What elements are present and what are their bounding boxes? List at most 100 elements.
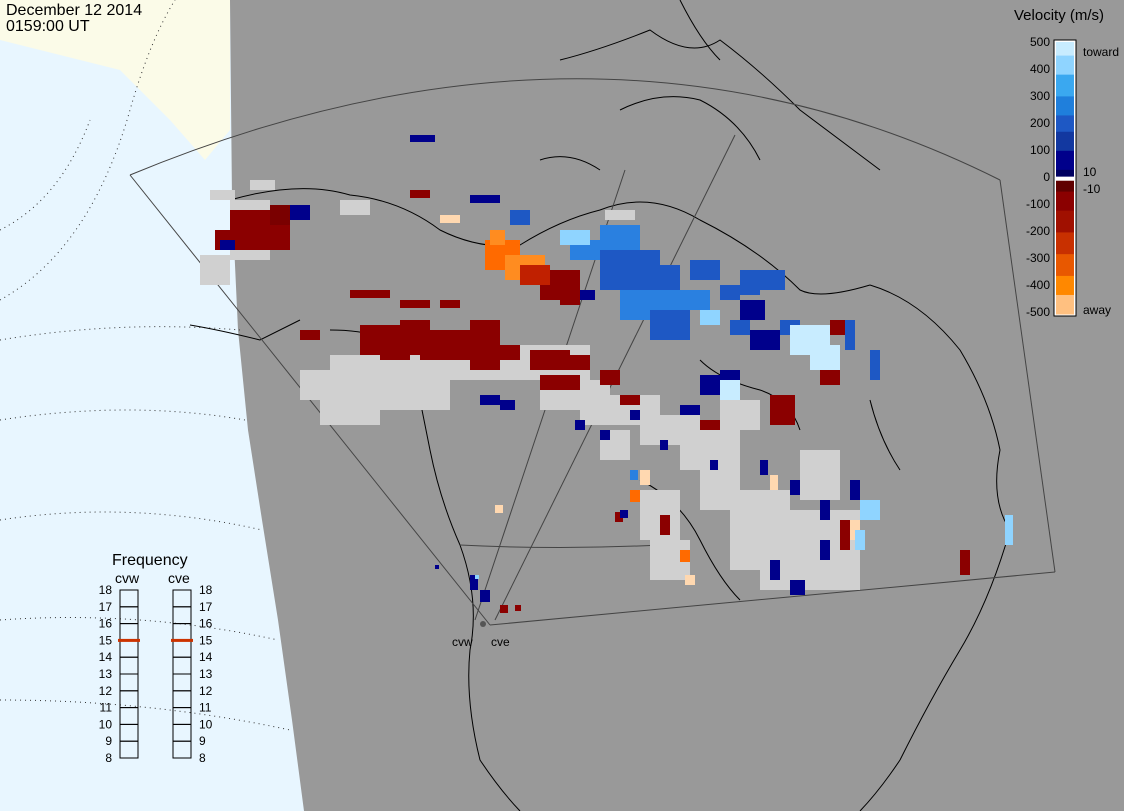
frequency-legend: Frequency cvw cve 1817161514131211109818…: [99, 552, 213, 765]
velocity-bar-segment: [1056, 55, 1074, 76]
scatter-cell: [440, 215, 460, 223]
scatter-cell: [800, 450, 840, 500]
velocity-tick-label: -500: [1026, 305, 1050, 319]
scatter-cell: [870, 350, 880, 380]
scatter-cell: [470, 575, 478, 590]
scatter-cell: [380, 350, 410, 360]
frequency-cell-cvw: [119, 740, 139, 759]
alaska-light-land: [0, 0, 230, 160]
scatter-cell: [820, 500, 830, 520]
frequency-cell-cve: [172, 740, 192, 759]
frequency-tick-label: 18: [199, 583, 213, 597]
scatter-cell: [650, 310, 690, 340]
scatter-cell: [220, 240, 235, 250]
velocity-toward-label: toward: [1083, 45, 1119, 59]
scatter-cell: [820, 370, 840, 385]
velocity-bar-segment: [1056, 150, 1074, 171]
velocity-tick-label: 400: [1030, 62, 1050, 76]
scatter-cell: [960, 550, 970, 575]
scatter-cell: [580, 290, 595, 300]
scatter-cell: [760, 460, 768, 475]
velocity-color-bar: [1056, 42, 1074, 315]
scatter-cell: [520, 265, 550, 285]
velocity-tick-label: 200: [1030, 116, 1050, 130]
scatter-cell: [630, 410, 640, 420]
scatter-cell: [270, 205, 290, 225]
frequency-legend-title: Frequency: [112, 552, 188, 569]
scatter-cell: [700, 420, 720, 430]
scatter-cell: [500, 605, 508, 613]
scatter-cell: [770, 475, 778, 490]
scatter-cell: [660, 440, 668, 450]
scatter-cell: [700, 375, 725, 395]
scatter-cell: [490, 230, 505, 245]
scatter-cells: [200, 135, 1013, 613]
scatter-cell: [615, 512, 623, 522]
scatter-cell: [210, 190, 235, 200]
scatter-cell: [350, 290, 390, 298]
scatter-cell: [605, 210, 635, 220]
scatter-cell: [540, 375, 580, 390]
scatter-cell: [495, 505, 503, 513]
scatter-cell: [690, 260, 720, 280]
velocity-bar-segment: [1056, 294, 1074, 315]
scatter-cell: [600, 370, 620, 385]
scatter-cell: [730, 320, 750, 335]
frequency-tick-label: 12: [199, 684, 213, 698]
outside-region: [0, 0, 304, 811]
scatter-cell: [870, 500, 880, 520]
frequency-tick-label: 10: [99, 717, 113, 731]
scatter-cell: [290, 205, 310, 220]
frequency-tick-label: 15: [99, 633, 113, 647]
scatter-cell: [845, 320, 855, 350]
velocity-bar-segment: [1056, 42, 1074, 57]
velocity-away-label: away: [1083, 303, 1111, 317]
scatter-cell: [750, 330, 780, 350]
scatter-cell: [320, 395, 380, 425]
radar-cve-label: cve: [491, 635, 510, 649]
scatter-cell: [470, 195, 500, 203]
scatter-cell: [855, 530, 865, 550]
radar-cvw-marker: [480, 621, 486, 627]
velocity-bar-segment: [1056, 275, 1074, 296]
velocity-legend-title: Velocity (m/s): [1014, 7, 1104, 24]
scatter-cell: [630, 470, 638, 480]
velocity-bar-segment: [1056, 191, 1074, 212]
scatter-cell: [770, 560, 780, 580]
frequency-tick-label: 10: [199, 717, 213, 731]
frequency-tick-label: 11: [199, 701, 212, 715]
frequency-tick-label: 13: [99, 667, 113, 681]
scatter-cell: [680, 290, 710, 310]
frequency-tick-label: 8: [105, 751, 112, 765]
scatter-cell: [620, 395, 640, 405]
scatter-cell: [250, 180, 275, 190]
frequency-tick-label: 8: [199, 751, 206, 765]
scatter-cell: [1005, 515, 1013, 545]
velocity-tick-label: -200: [1026, 224, 1050, 238]
velocity-bar-segment: [1056, 176, 1074, 182]
frequency-tick-label: 12: [99, 684, 113, 698]
frequency-columns: 18 17 16 15 14 13 12 11 10 9 8 18 17 16 15 14 13 12 11 10 9 8: [99, 583, 213, 765]
scatter-cell: [685, 575, 695, 585]
velocity-bar-segment: [1056, 232, 1074, 255]
frequency-tick-label: 17: [99, 600, 113, 614]
scatter-cell: [475, 575, 479, 579]
scatter-cell: [790, 580, 805, 595]
velocity-tick-label: -300: [1026, 251, 1050, 265]
velocity-tick-label: -100: [1026, 197, 1050, 211]
frequency-tick-label: 11: [100, 701, 113, 715]
scatter-cell: [810, 345, 840, 370]
scatter-cell: [820, 540, 830, 560]
scatter-cell: [600, 430, 610, 440]
scatter-cell: [560, 355, 590, 370]
frequency-marker-cvw: [118, 638, 140, 642]
radar-sites: cvw cve: [452, 621, 510, 649]
frequency-tick-label: 16: [199, 617, 213, 631]
frequency-cve-label: cve: [168, 570, 190, 586]
velocity-bar-segment: [1056, 131, 1074, 152]
scatter-cell: [720, 380, 740, 400]
scatter-cell: [435, 565, 439, 569]
radar-cvw-label: cvw: [452, 635, 473, 649]
scatter-cell: [640, 470, 650, 485]
